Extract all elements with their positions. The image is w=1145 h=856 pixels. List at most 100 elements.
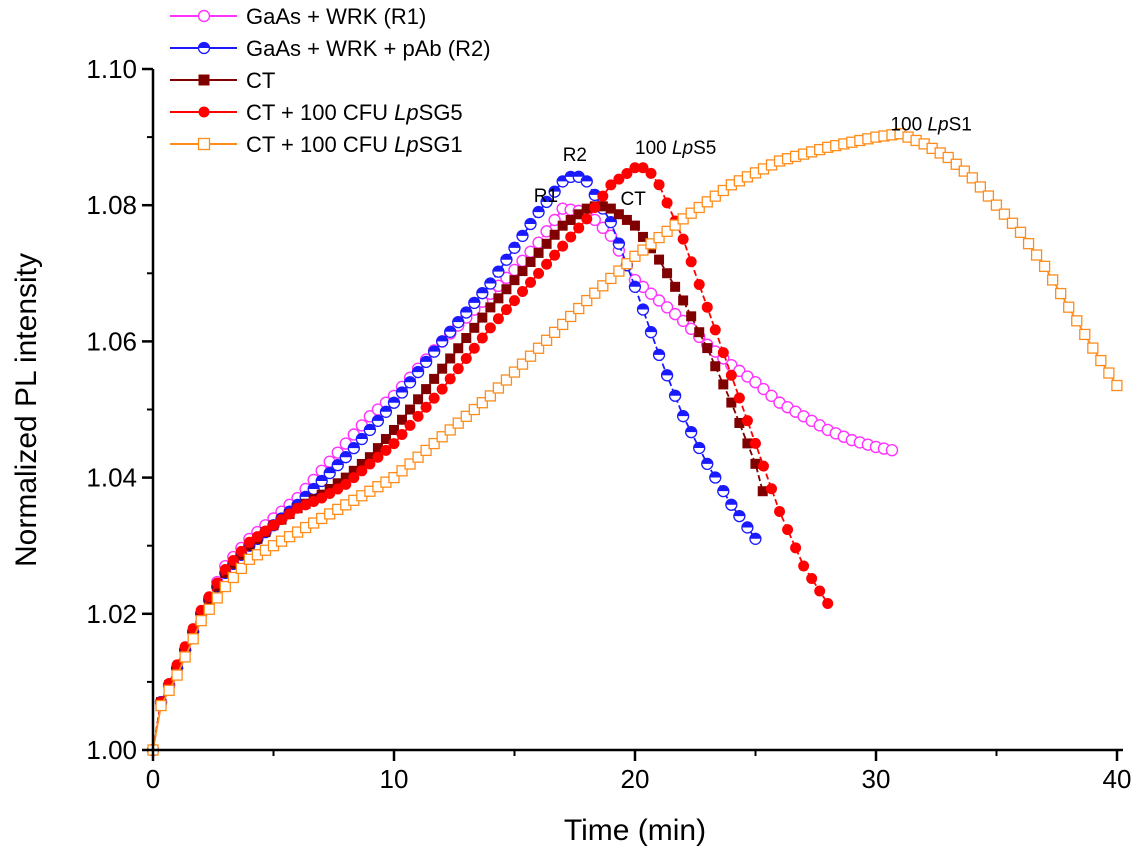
- marker-fill: [388, 397, 400, 403]
- data-point: [436, 383, 448, 395]
- data-point: [734, 417, 745, 428]
- data-point: [533, 247, 544, 258]
- marker-fill: [452, 316, 464, 323]
- marker-fill: [525, 218, 537, 224]
- data-point: [709, 324, 721, 336]
- data-point: [733, 509, 746, 523]
- legend-item: CT + 100 CFU LpSG5: [170, 100, 463, 125]
- data-point: [693, 441, 706, 455]
- marker-fill: [701, 458, 713, 464]
- data-point: [637, 231, 648, 242]
- annotation-label: R1: [534, 186, 558, 207]
- data-point: [372, 443, 383, 454]
- data-point: [605, 203, 616, 214]
- data-point: [364, 458, 376, 470]
- data-point: [573, 302, 585, 315]
- data-point: [347, 441, 360, 455]
- x-tick-label: 0: [146, 764, 160, 794]
- data-point: [251, 531, 263, 543]
- data-point: [604, 229, 618, 242]
- data-point: [557, 220, 568, 231]
- data-point: [725, 369, 737, 381]
- marker-fill: [436, 335, 448, 342]
- data-point: [621, 167, 633, 179]
- marker-fill: [396, 387, 408, 393]
- marker-fill: [380, 406, 392, 412]
- legend-label: CT + 100 CFU LpSG5: [246, 100, 463, 125]
- data-point: [581, 213, 593, 225]
- data-point: [452, 315, 465, 329]
- marker-fill: [717, 485, 729, 492]
- data-point: [540, 195, 553, 208]
- data-point: [219, 580, 231, 593]
- legend-marker: [197, 137, 211, 151]
- legend-item: CT + 100 CFU LpSG1: [170, 132, 463, 157]
- data-point: [597, 280, 609, 292]
- data-point: [420, 401, 432, 413]
- data-point: [629, 220, 640, 231]
- data-point: [517, 266, 528, 277]
- data-point: [757, 382, 770, 396]
- data-point: [332, 478, 343, 489]
- data-point: [621, 258, 633, 270]
- data-point: [484, 322, 496, 334]
- marker-fill: [613, 238, 625, 244]
- data-point: [243, 536, 255, 548]
- marker-fill: [324, 467, 336, 474]
- data-point: [637, 244, 649, 256]
- data-point: [388, 471, 400, 484]
- data-point: [509, 275, 520, 286]
- data-point: [685, 256, 697, 268]
- legend-item: CT: [170, 68, 275, 93]
- data-point: [757, 486, 768, 497]
- data-point: [1095, 354, 1107, 367]
- data-point: [532, 342, 545, 354]
- data-point: [235, 562, 248, 575]
- marker-fill: [198, 42, 210, 48]
- data-point: [461, 333, 472, 344]
- marker-fill: [725, 499, 737, 505]
- data-point: [636, 303, 650, 316]
- data-point: [998, 208, 1011, 220]
- data-point: [644, 326, 658, 339]
- marker-fill: [709, 472, 721, 478]
- data-point: [348, 472, 360, 484]
- data-point: [645, 167, 657, 179]
- data-point: [427, 345, 441, 358]
- data-point: [676, 410, 690, 423]
- data-point: [372, 451, 384, 463]
- data-point: [444, 373, 456, 385]
- marker-fill: [332, 459, 344, 466]
- data-point: [644, 287, 658, 300]
- data-point: [581, 203, 592, 214]
- data-point: [660, 369, 674, 382]
- marker-fill: [629, 281, 641, 287]
- data-point: [437, 363, 448, 374]
- data-point: [267, 519, 279, 531]
- marker-fill: [677, 410, 689, 417]
- data-point: [477, 312, 488, 323]
- data-point: [259, 525, 271, 537]
- data-point: [421, 384, 432, 395]
- data-point: [396, 428, 408, 440]
- data-point: [364, 452, 375, 463]
- data-point: [709, 471, 722, 484]
- data-point: [404, 419, 416, 431]
- marker-fill: [460, 306, 472, 313]
- y-tick-label: 1.10: [86, 54, 137, 84]
- marker-fill: [661, 369, 673, 376]
- data-point: [798, 560, 810, 572]
- data-point: [717, 347, 729, 359]
- data-point: [653, 179, 665, 191]
- data-point: [565, 310, 577, 323]
- data-point: [1014, 226, 1027, 238]
- data-point: [444, 424, 456, 436]
- data-point: [677, 213, 689, 225]
- data-point: [612, 237, 626, 250]
- data-point: [396, 465, 408, 477]
- data-point: [404, 458, 416, 470]
- series-layer: [146, 128, 1123, 757]
- data-point: [982, 190, 995, 202]
- data-point: [525, 256, 536, 267]
